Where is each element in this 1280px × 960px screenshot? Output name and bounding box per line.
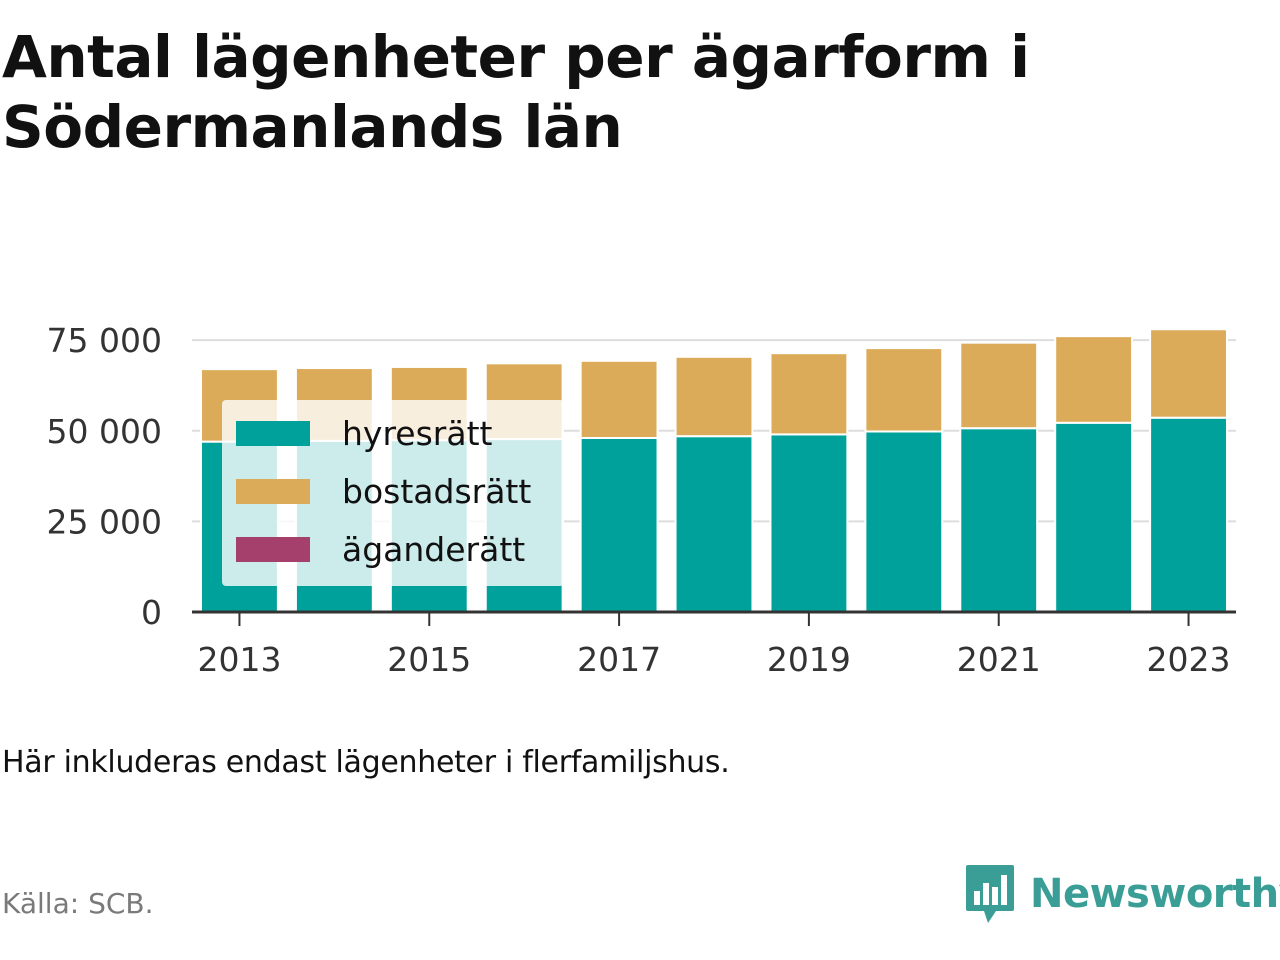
y-tick-label: 75 000 bbox=[47, 321, 162, 360]
legend-swatch bbox=[236, 421, 310, 446]
x-tick-label: 2019 bbox=[767, 640, 851, 679]
y-axis-labels: 0 25 000 50 000 75 000 bbox=[47, 321, 162, 632]
x-axis-labels: 2013 2015 2017 2019 2021 2023 bbox=[197, 612, 1231, 679]
source-label: Källa: SCB. bbox=[2, 887, 154, 920]
x-tick-label: 2023 bbox=[1147, 640, 1231, 679]
brand-name: Newsworthy bbox=[1030, 871, 1280, 917]
x-tick-label: 2021 bbox=[957, 640, 1041, 679]
bar-segment bbox=[1054, 335, 1134, 424]
x-tick-label: 2017 bbox=[577, 640, 661, 679]
chart-note: Här inkluderas endast lägenheter i flerf… bbox=[2, 745, 730, 780]
bar-segment bbox=[864, 430, 944, 613]
chart: 0 25 000 50 000 75 000 2013 2015 2017 2019 2021… bbox=[47, 321, 1236, 679]
y-tick-label: 25 000 bbox=[47, 502, 162, 541]
newsworthy-logo-icon bbox=[966, 865, 1014, 923]
legend-label: hyresrätt bbox=[342, 414, 493, 453]
x-tick-label: 2015 bbox=[387, 640, 471, 679]
chart-title: Antal lägenheter per ägarform i Söderman… bbox=[2, 23, 1030, 161]
bar-segment bbox=[579, 437, 659, 613]
bar-segment bbox=[1149, 416, 1228, 614]
legend-label: bostadsrätt bbox=[342, 472, 531, 511]
bar-segment bbox=[959, 427, 1039, 613]
bar-segment bbox=[674, 435, 754, 613]
legend-label: äganderätt bbox=[342, 530, 525, 569]
bar-segment bbox=[864, 347, 944, 433]
bar-segment bbox=[769, 433, 849, 613]
y-tick-label: 0 bbox=[141, 593, 162, 632]
legend-swatch bbox=[236, 537, 310, 562]
bar-segment bbox=[769, 352, 849, 436]
legend: hyresrätt bostadsrätt äganderätt bbox=[222, 400, 564, 586]
bar-segment bbox=[1054, 421, 1134, 613]
legend-swatch bbox=[236, 479, 310, 504]
y-tick-label: 50 000 bbox=[47, 412, 162, 451]
bar-segment bbox=[579, 359, 659, 440]
bar-segment bbox=[959, 341, 1039, 430]
x-tick-label: 2013 bbox=[197, 640, 281, 679]
bar-segment bbox=[1149, 328, 1228, 419]
brand-logo: Newsworthy bbox=[964, 862, 1280, 926]
bar-segment bbox=[674, 355, 754, 438]
